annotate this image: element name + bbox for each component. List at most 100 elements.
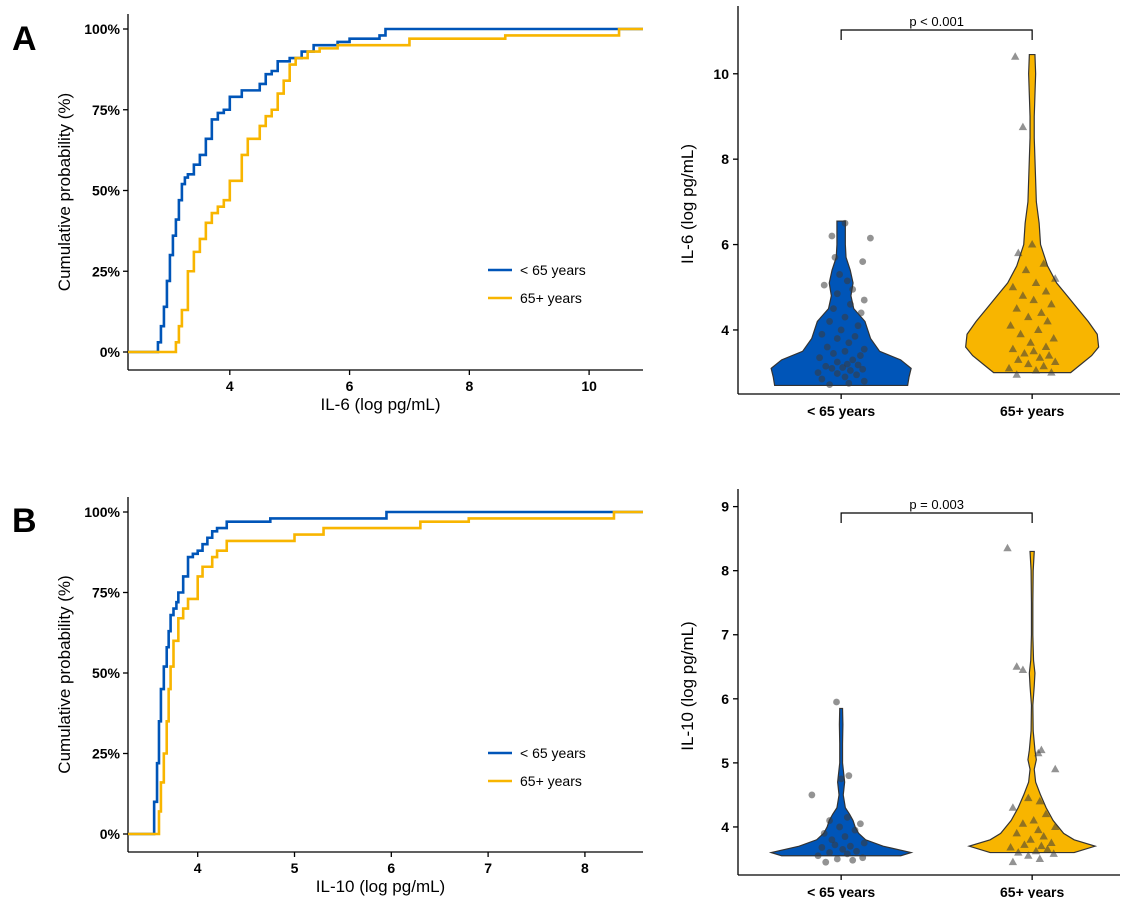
legend-label: < 65 years xyxy=(520,745,586,761)
y-tick-label: 8 xyxy=(721,151,729,167)
data-point xyxy=(1047,299,1056,308)
data-point xyxy=(851,826,859,834)
data-point xyxy=(808,791,816,799)
data-point xyxy=(1012,662,1021,670)
data-point xyxy=(1035,854,1045,862)
data-point xyxy=(856,352,864,359)
data-point xyxy=(849,356,857,364)
data-point xyxy=(1018,819,1028,827)
data-point xyxy=(820,281,828,289)
data-point xyxy=(1044,351,1054,359)
data-point xyxy=(1008,803,1018,811)
x-tick-label: 7 xyxy=(484,860,492,876)
legend-label: < 65 years xyxy=(520,262,586,278)
x-tick-label: 4 xyxy=(226,378,234,394)
data-point xyxy=(1008,857,1018,866)
y-tick-label: 25% xyxy=(92,263,121,279)
data-point xyxy=(1031,278,1041,286)
data-point xyxy=(1026,338,1035,346)
y-axis-title: IL-10 (log pg/mL) xyxy=(678,621,697,750)
data-point xyxy=(1012,304,1021,312)
data-point xyxy=(1051,274,1060,282)
x-tick-label: 65+ years xyxy=(1000,884,1064,898)
data-point xyxy=(1034,825,1043,834)
data-point xyxy=(1027,240,1037,248)
data-point xyxy=(833,335,841,342)
data-point xyxy=(841,373,849,381)
data-point xyxy=(1039,832,1048,840)
data-point xyxy=(818,844,826,851)
data-point xyxy=(846,367,854,374)
panel-letter-b: B xyxy=(12,502,37,540)
data-point xyxy=(841,219,849,227)
data-point xyxy=(837,326,845,334)
data-point xyxy=(828,836,836,844)
data-point xyxy=(1006,321,1015,329)
data-point xyxy=(833,698,840,706)
data-point xyxy=(814,852,822,860)
y-tick-label: 25% xyxy=(92,746,121,762)
data-point xyxy=(1021,265,1031,274)
ecdf-line-over-65 xyxy=(128,510,643,836)
data-point xyxy=(1034,325,1043,333)
violin-over-65 xyxy=(965,53,1100,374)
data-point xyxy=(1029,816,1038,824)
data-point xyxy=(854,322,862,330)
y-tick-label: 50% xyxy=(92,665,121,681)
significance-bracket xyxy=(840,512,1033,523)
data-point xyxy=(860,377,868,385)
data-point xyxy=(1043,844,1052,853)
data-point xyxy=(1024,793,1033,802)
data-point xyxy=(1029,346,1038,355)
x-tick-label: < 65 years xyxy=(807,403,875,419)
significance-bracket xyxy=(840,29,1033,40)
data-point xyxy=(826,381,833,389)
data-point xyxy=(1039,361,1048,370)
data-point xyxy=(839,845,847,853)
data-point xyxy=(1026,835,1035,843)
ecdf-line-under-65 xyxy=(128,510,643,836)
data-point xyxy=(831,841,839,849)
data-point xyxy=(845,772,853,780)
data-point xyxy=(1024,851,1033,859)
data-point xyxy=(845,339,853,347)
data-point xyxy=(1012,370,1021,378)
data-point xyxy=(830,350,837,357)
data-point xyxy=(1037,308,1046,316)
ecdf-line-under-65 xyxy=(128,27,643,354)
data-point xyxy=(816,354,823,362)
ecdf-line-over-65 xyxy=(128,27,643,354)
data-point xyxy=(1051,357,1060,365)
y-tick-label: 50% xyxy=(92,183,121,199)
legend-label: 65+ years xyxy=(520,773,582,789)
data-point xyxy=(1037,841,1046,850)
y-axis-title: IL-6 (log pg/mL) xyxy=(678,144,697,264)
data-point xyxy=(831,253,839,261)
panel-letter-a: A xyxy=(12,20,37,58)
x-tick-label: 8 xyxy=(581,860,589,876)
data-point xyxy=(822,858,830,866)
data-point xyxy=(859,365,867,373)
data-point xyxy=(820,829,828,837)
data-point xyxy=(823,343,831,351)
data-point xyxy=(822,362,830,370)
legend-label: 65+ years xyxy=(520,290,582,306)
data-point xyxy=(1051,764,1060,773)
data-point xyxy=(837,775,845,783)
data-point xyxy=(1003,543,1012,552)
data-point xyxy=(1043,316,1052,325)
x-tick-label: 4 xyxy=(194,860,202,876)
y-tick-label: 0% xyxy=(100,344,121,360)
data-point xyxy=(1006,842,1015,851)
y-tick-label: 10 xyxy=(713,66,729,82)
data-point xyxy=(846,842,854,850)
data-point xyxy=(1041,287,1051,295)
y-tick-label: 0% xyxy=(100,826,121,842)
x-axis-title: IL-10 (log pg/mL) xyxy=(316,877,445,896)
y-tick-label: 8 xyxy=(721,563,729,579)
data-point xyxy=(833,290,841,298)
data-point xyxy=(1020,348,1029,357)
data-point xyxy=(1008,282,1018,291)
data-point xyxy=(843,850,851,858)
data-point xyxy=(841,313,849,321)
